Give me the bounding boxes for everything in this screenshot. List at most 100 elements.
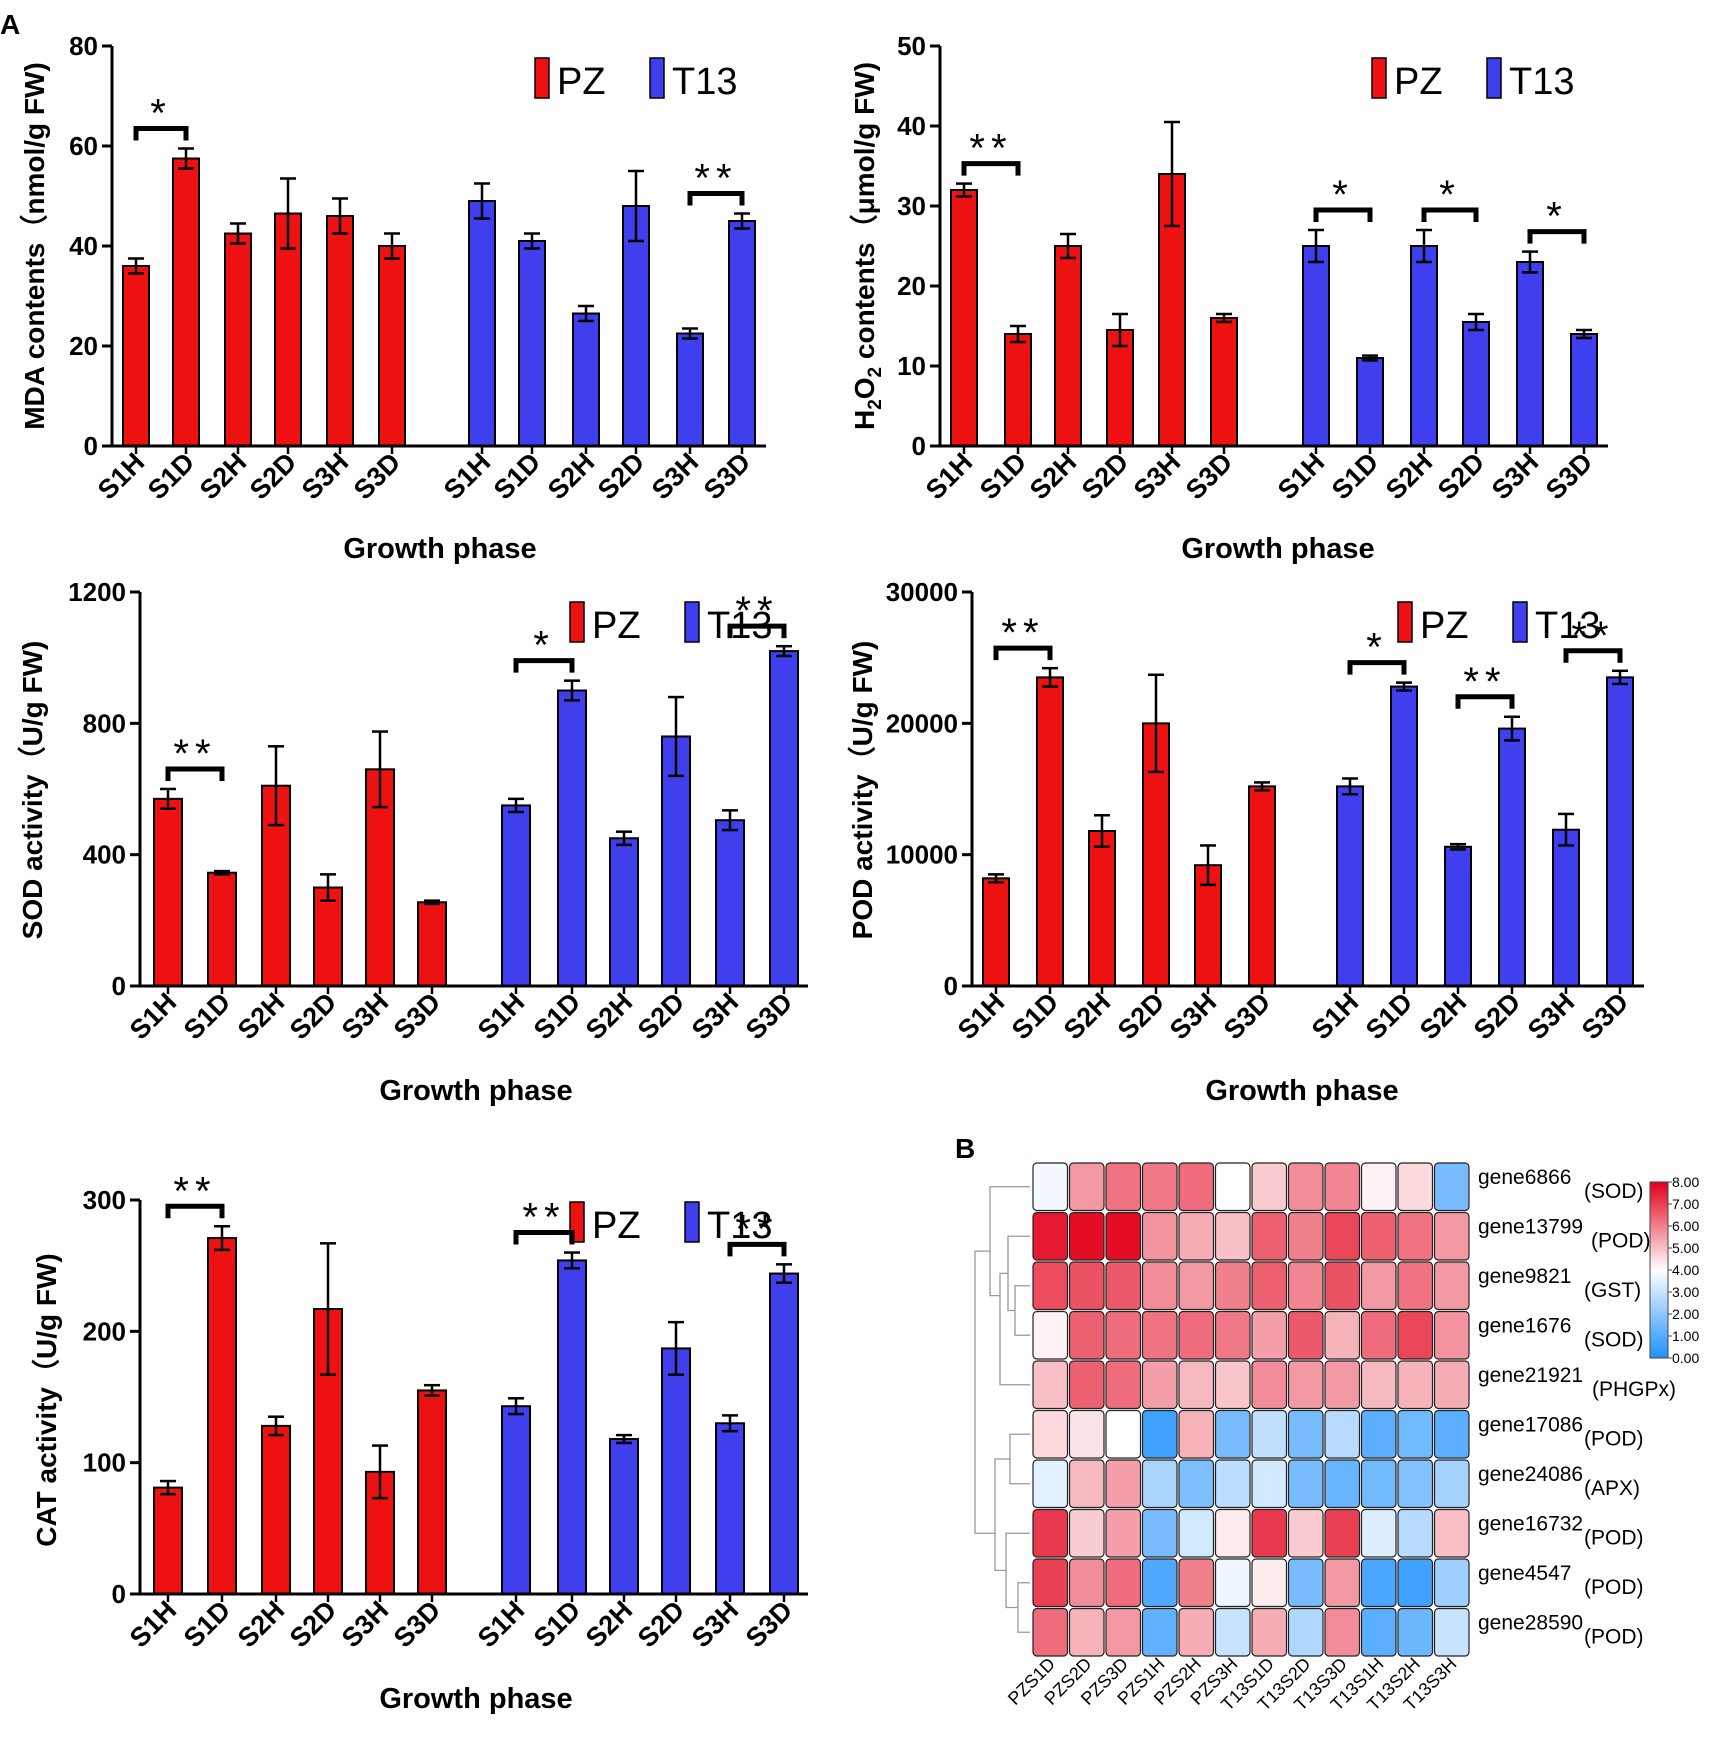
mda-bar-t13-s3d bbox=[728, 220, 756, 447]
mda-legend-swatch-pz bbox=[534, 57, 550, 99]
pod-y-tick-label: 20000 bbox=[886, 708, 958, 738]
mda-significance-label: ** bbox=[694, 157, 737, 201]
heatmap-cell-gene21921-pzs2h bbox=[1178, 1360, 1215, 1410]
pod-significance-label: * bbox=[1366, 626, 1388, 670]
pod-bar-pz-s1d bbox=[1036, 676, 1064, 987]
mda-x-tick-label: S3H bbox=[296, 447, 354, 505]
heatmap-cell-gene17086-pzs1d bbox=[1032, 1409, 1069, 1459]
heatmap-cell-gene1676-pzs3h bbox=[1214, 1310, 1251, 1360]
heatmap-cell-gene13799-t13s2h bbox=[1397, 1211, 1434, 1261]
heatmap-scale-label: 8.00 bbox=[1672, 1174, 1699, 1190]
panel-a-label: A bbox=[0, 9, 20, 40]
mda-legend-label-t13: T13 bbox=[672, 61, 737, 103]
h2o2-x-axis-label: Growth phase bbox=[1181, 533, 1374, 565]
pod-x-tick-label: S2D bbox=[1468, 987, 1526, 1045]
h2o2-x-tick-label: S1H bbox=[1272, 447, 1330, 505]
heatmap-cell-gene17086-t13s3d bbox=[1324, 1409, 1361, 1459]
mda-bar-pz-s3d bbox=[378, 245, 406, 447]
h2o2-bar-t13-s3h bbox=[1516, 261, 1544, 447]
heatmap-scale-label: 1.00 bbox=[1672, 1328, 1699, 1344]
dendrogram-branch bbox=[1017, 1582, 1030, 1633]
mda-x-tick-label: S3D bbox=[348, 447, 406, 505]
heatmap-cell-gene17086-pzs1h bbox=[1141, 1409, 1178, 1459]
h2o2-significance-bracket bbox=[961, 161, 1021, 176]
dendrogram-branch bbox=[989, 1186, 1030, 1297]
heatmap-cell-gene9821-t13s3h bbox=[1433, 1261, 1470, 1311]
cat-x-tick-label: S1D bbox=[528, 1595, 586, 1653]
mda-bar-t13-s1h bbox=[468, 200, 496, 447]
heatmap-cell-gene16732-pzs2d bbox=[1068, 1508, 1105, 1558]
pod-significance-bracket bbox=[1347, 660, 1407, 675]
heatmap-row-gene-label: gene6866 bbox=[1478, 1166, 1571, 1189]
heatmap-cell-gene1676-t13s2h bbox=[1397, 1310, 1434, 1360]
panel-b-label: B bbox=[955, 1133, 975, 1164]
heatmap-scale-label: 7.00 bbox=[1672, 1196, 1699, 1212]
pod-legend-swatch-t13 bbox=[1512, 601, 1528, 643]
h2o2-x-tick-label: S2D bbox=[1432, 447, 1490, 505]
pod-bar-t13-s3d bbox=[1606, 676, 1634, 987]
heatmap-cell-gene1676-pzs1h bbox=[1141, 1310, 1178, 1360]
heatmap-cell-gene16732-t13s1d bbox=[1251, 1508, 1288, 1558]
pod-bar-pz-s2h bbox=[1088, 830, 1116, 987]
dendrogram-branch bbox=[999, 1272, 1030, 1386]
mda-y-tick-label: 20 bbox=[69, 331, 98, 361]
heatmap-cell-gene6866-t13s3h bbox=[1433, 1162, 1470, 1212]
heatmap-cell-gene24086-t13s2h bbox=[1397, 1459, 1434, 1509]
heatmap-cell-gene28590-pzs3d bbox=[1105, 1607, 1142, 1657]
heatmap-cell-gene1676-pzs1d bbox=[1032, 1310, 1069, 1360]
sod-x-tick-label: S2D bbox=[632, 987, 690, 1045]
mda-x-tick-label: S2D bbox=[592, 447, 650, 505]
heatmap-row-annotation: (APX) bbox=[1584, 1477, 1640, 1500]
sod-significance-bracket bbox=[165, 766, 225, 781]
cat-bar-t13-s2d bbox=[661, 1347, 691, 1595]
dendrogram-branch bbox=[1014, 1285, 1030, 1336]
pod-x-tick-label: S1D bbox=[1360, 987, 1418, 1045]
mda-legend-label-pz: PZ bbox=[557, 61, 606, 103]
sod-legend-swatch-pz bbox=[569, 601, 585, 643]
h2o2-y-tick-label: 20 bbox=[897, 271, 926, 301]
cat-x-tick-label: S2H bbox=[232, 1595, 290, 1653]
mda-x-tick-label: S1H bbox=[438, 447, 496, 505]
heatmap-cell-gene16732-t13s2d bbox=[1287, 1508, 1324, 1558]
pod-x-axis-label: Growth phase bbox=[1205, 1075, 1398, 1107]
heatmap-row-gene-label: gene1676 bbox=[1478, 1315, 1571, 1338]
cat-bar-pz-s1h bbox=[153, 1486, 183, 1595]
cat-y-tick-label: 100 bbox=[83, 1448, 126, 1478]
sod-x-tick-label: S3H bbox=[336, 987, 394, 1045]
pod-x-tick-label: S1H bbox=[952, 987, 1010, 1045]
pod-x-tick-label: S2H bbox=[1058, 987, 1116, 1045]
heatmap-cell-gene9821-pzs1h bbox=[1141, 1261, 1178, 1311]
heatmap-cell-gene24086-t13s3h bbox=[1433, 1459, 1470, 1509]
pod-y-tick-label: 10000 bbox=[886, 840, 958, 870]
h2o2-y-tick-label: 40 bbox=[897, 111, 926, 141]
h2o2-bar-pz-s1h bbox=[950, 189, 978, 447]
heatmap-cell-gene6866-t13s1h bbox=[1360, 1162, 1397, 1212]
heatmap-scale-label: 4.00 bbox=[1672, 1262, 1699, 1278]
h2o2-x-tick-label: S3D bbox=[1540, 447, 1598, 505]
heatmap-scale-label: 0.00 bbox=[1672, 1350, 1699, 1366]
heatmap-cell-gene13799-pzs1h bbox=[1141, 1211, 1178, 1261]
heatmap-cell-gene16732-pzs1d bbox=[1032, 1508, 1069, 1558]
heatmap-cell-gene16732-pzs3h bbox=[1214, 1508, 1251, 1558]
sod-x-tick-label: S3D bbox=[740, 987, 798, 1045]
cat-x-tick-label: S1H bbox=[124, 1595, 182, 1653]
heatmap-cell-gene24086-pzs2h bbox=[1178, 1459, 1215, 1509]
pod-bar-pz-s3d bbox=[1248, 785, 1276, 988]
heatmap-cell-gene21921-t13s3d bbox=[1324, 1360, 1361, 1410]
heatmap-cell-gene9821-pzs1d bbox=[1032, 1261, 1069, 1311]
h2o2-bar-pz-s2h bbox=[1054, 245, 1082, 447]
sod-legend-label-pz: PZ bbox=[592, 605, 641, 647]
mda-x-tick-label: S2D bbox=[244, 447, 302, 505]
heatmap-cell-gene4547-t13s2d bbox=[1287, 1558, 1324, 1608]
cat-legend-label-pz: PZ bbox=[592, 1205, 641, 1247]
cat-significance-label: ** bbox=[173, 1169, 216, 1213]
heatmap-row-annotation: (SOD) bbox=[1584, 1329, 1644, 1352]
heatmap-cell-gene24086-pzs3h bbox=[1214, 1459, 1251, 1509]
h2o2-significance-label: * bbox=[1332, 173, 1354, 217]
mda-x-tick-label: S2H bbox=[542, 447, 600, 505]
mda-bar-pz-s1d bbox=[172, 157, 200, 447]
cat-x-tick-label: S3H bbox=[686, 1595, 744, 1653]
pod-y-axis-label: POD activity（U/g FW) bbox=[846, 641, 878, 940]
h2o2-significance-label: * bbox=[1439, 173, 1461, 217]
